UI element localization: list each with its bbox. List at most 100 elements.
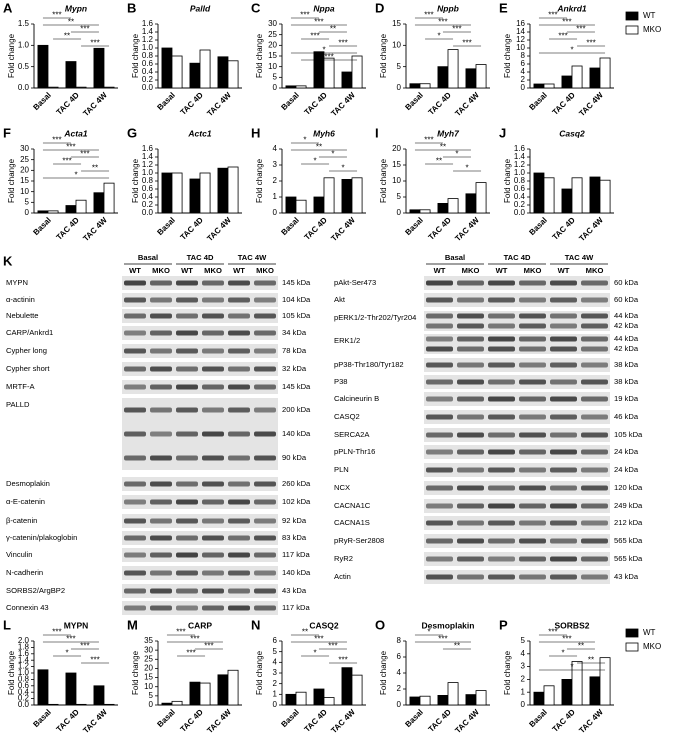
lane-label: WT [181, 266, 193, 275]
significance-label: *** [90, 39, 99, 48]
kda-label: 117 kDa [282, 550, 310, 559]
blot-band [150, 330, 172, 336]
blot-band [581, 538, 608, 544]
blot-band [124, 407, 146, 413]
y-axis-label: Fold change [7, 158, 16, 203]
protein-label: SORBS2/ArgBP2 [6, 586, 65, 595]
blot-strip [424, 534, 610, 548]
bar [475, 64, 487, 89]
kda-label: 43 kDa [614, 572, 639, 581]
legend-label: MKO [643, 642, 661, 651]
y-tick-label: 1 [273, 689, 278, 698]
blot-band [124, 552, 146, 558]
bar [543, 83, 555, 89]
bar [285, 85, 297, 89]
y-tick-label: 20 [268, 40, 277, 49]
x-tick-label: Basal [155, 216, 176, 237]
blot-band [228, 518, 250, 524]
blot-band [202, 384, 224, 390]
blot-band [150, 313, 172, 319]
blot-band [150, 499, 172, 505]
blot-strip [424, 293, 610, 307]
blot-band [519, 432, 546, 438]
y-tick-label: 5 [273, 647, 278, 656]
kda-label: 44 kDa [614, 334, 639, 343]
bar [543, 177, 555, 214]
blot-band [581, 432, 608, 438]
blot-band [150, 588, 172, 594]
blot-band [202, 499, 224, 505]
chart-title: Nppb [437, 3, 459, 13]
blot-band [457, 396, 484, 402]
significance-label: * [437, 32, 440, 41]
blot-band [176, 570, 198, 576]
blot-band [124, 518, 146, 524]
blot-band [550, 346, 577, 352]
significance-label: *** [438, 18, 447, 27]
y-tick-label: 0.0 [18, 83, 30, 92]
blot-strip [122, 362, 278, 376]
blot-band [254, 605, 276, 611]
y-axis-label: Fold change [131, 158, 140, 203]
panel-label: L [3, 617, 11, 632]
blot-band [457, 280, 484, 286]
y-tick-label: 1.2 [142, 35, 154, 44]
protein-label: β-catenin [6, 516, 37, 525]
y-tick-label: 30 [20, 144, 29, 153]
x-tick-label: Basal [403, 216, 424, 237]
x-tick-label: TAC 4D [179, 707, 206, 734]
lane-label: WT [558, 266, 570, 275]
blot-band [202, 280, 224, 286]
x-tick-label: TAC 4W [205, 215, 233, 243]
chart-title: MYPN [64, 620, 89, 630]
bar [65, 672, 77, 706]
y-tick-label: 0.4 [142, 192, 154, 201]
y-tick-label: 10 [392, 176, 401, 185]
y-tick-label: 1.2 [18, 662, 30, 671]
significance-label: *** [66, 635, 75, 644]
blot-band [488, 485, 515, 491]
y-tick-label: 0 [521, 700, 526, 709]
kda-label: 38 kDa [614, 377, 639, 386]
blot-band [550, 297, 577, 303]
bar [161, 172, 173, 214]
blot-band [228, 297, 250, 303]
blot-band [150, 384, 172, 390]
y-tick-label: 0.0 [18, 700, 30, 709]
bar [323, 697, 335, 706]
blot-band [254, 431, 276, 437]
blot-band [550, 503, 577, 509]
y-tick-label: 6 [273, 636, 278, 645]
protein-label: N-cadherin [6, 568, 43, 577]
bar [447, 198, 459, 214]
bar [599, 57, 611, 89]
significance-label: *** [424, 11, 433, 20]
x-tick-label: TAC 4W [577, 215, 605, 243]
blot-band [176, 280, 198, 286]
blot-band [426, 313, 453, 319]
x-tick-label: TAC 4D [179, 90, 206, 117]
y-tick-label: 1.8 [18, 643, 30, 652]
x-tick-label: TAC 4W [205, 90, 233, 118]
blot-strip [424, 392, 610, 406]
y-axis-label: Fold change [131, 33, 140, 78]
x-tick-label: TAC 4W [81, 90, 109, 118]
blot-band [457, 538, 484, 544]
x-tick-label: TAC 4W [577, 90, 605, 118]
blot-band [519, 414, 546, 420]
y-tick-label: 16 [516, 19, 525, 28]
legend-swatch [625, 25, 639, 35]
bar [227, 60, 239, 89]
bar [589, 67, 601, 89]
chart-title: Nppa [313, 3, 335, 13]
blot-band [519, 574, 546, 580]
blot-strip [424, 463, 610, 477]
blot-band [488, 538, 515, 544]
y-tick-label: 0.4 [142, 67, 154, 76]
significance-label: *** [576, 25, 585, 34]
panel-label: B [127, 0, 136, 15]
blot-band [124, 588, 146, 594]
y-tick-label: 1.0 [18, 668, 30, 677]
blot-band [228, 407, 250, 413]
x-tick-label: TAC 4D [179, 215, 206, 242]
